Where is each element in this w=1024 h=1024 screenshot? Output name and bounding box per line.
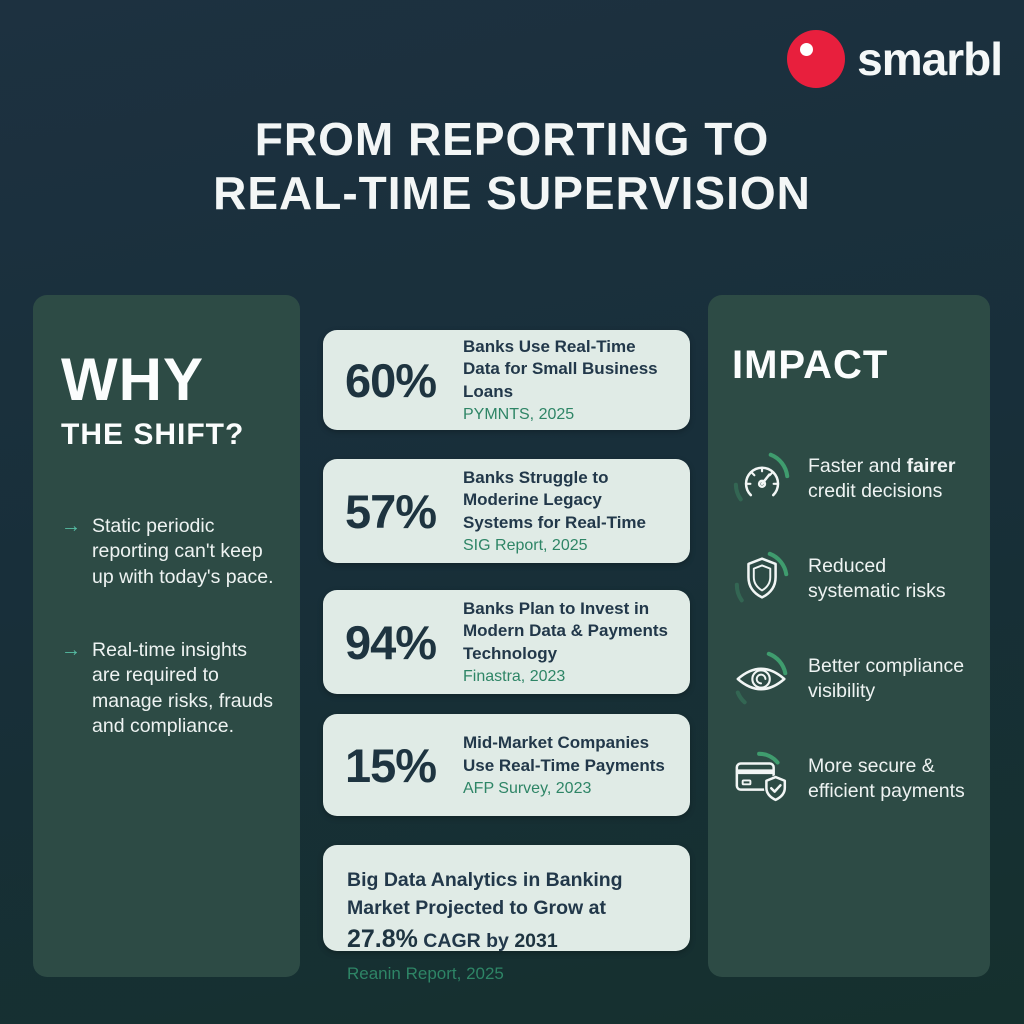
stat-source: SIG Report, 2025 [463, 537, 588, 555]
arrow-bullet-icon: → [61, 639, 81, 662]
stat-card: 60% Banks Use Real-Time Data for Small B… [323, 330, 690, 430]
speedometer-icon [733, 452, 790, 502]
stat-source: AFP Survey, 2023 [463, 779, 592, 797]
impact-item-text: Reduced systematic risks [808, 554, 946, 602]
highlight-text: Big Data Analytics in Banking Market Pro… [347, 867, 666, 958]
highlight-year: 2031 [514, 930, 558, 953]
impact-item-text: Faster and fairer credit decisions [808, 454, 970, 505]
impact-heading: IMPACT [732, 343, 889, 387]
card-check-icon [735, 751, 788, 803]
bullet-text: Real-time insights are required to manag… [92, 639, 273, 738]
list-item: More secure & efficient payments [732, 748, 970, 810]
highlight-source: Reanin Report, 2025 [347, 963, 504, 983]
stat-source: Finastra, 2023 [463, 668, 566, 686]
page-title: FROM REPORTING TO REAL-TIME SUPERVISION [0, 112, 1024, 221]
impact-text-bold: fairer [906, 454, 956, 477]
logo-dot-icon [787, 30, 846, 88]
list-item: Faster and fairer credit decisions [732, 448, 970, 510]
why-bullet-list: → Static periodic reporting can't keep u… [61, 514, 274, 739]
impact-text-part: credit decisions [808, 480, 943, 502]
stat-card: 94% Banks Plan to Invest in Modern Data … [323, 590, 690, 694]
why-heading: WHY [61, 346, 204, 413]
stat-value: 57% [345, 484, 437, 538]
stat-value: 60% [345, 353, 437, 407]
stat-label: Banks Struggle to Moderine Legacy System… [463, 467, 646, 532]
list-item: Better compliance visibility [732, 648, 970, 710]
impact-list: Faster and fairer credit decisions Reduc… [732, 448, 970, 810]
stat-label: Mid-Market Companies Use Real-Time Payme… [463, 733, 665, 775]
stat-label: Banks Plan to Invest in Modern Data & Pa… [463, 598, 668, 663]
highlight-text-before: Big Data Analytics in Banking Market Pro… [347, 869, 623, 919]
stat-value: 15% [345, 738, 437, 792]
stat-card: 57% Banks Struggle to Moderine Legacy Sy… [323, 459, 690, 563]
highlight-card: Big Data Analytics in Banking Market Pro… [323, 845, 690, 983]
stat-card: 15% Mid-Market Companies Use Real-Time P… [323, 714, 690, 816]
list-item: → Static periodic reporting can't keep u… [61, 514, 274, 590]
bullet-text: Static periodic reporting can't keep up … [92, 515, 274, 588]
stat-value: 94% [345, 615, 437, 669]
highlight-cagr-value: 27.8% [347, 925, 418, 954]
impact-item-text: Better compliance visibility [808, 654, 965, 702]
why-panel: WHY THE SHIFT? → Static periodic reporti… [33, 295, 300, 977]
shield-icon [734, 551, 789, 603]
eye-icon [735, 651, 788, 705]
page-title-line1: FROM REPORTING TO [254, 113, 770, 165]
list-item: → Real-time insights are required to man… [61, 638, 274, 739]
list-item: Reduced systematic risks [732, 548, 970, 610]
stat-label: Banks Use Real-Time Data for Small Busin… [463, 336, 658, 401]
logo-text: smarbl [857, 33, 1003, 85]
page-title-line2: REAL-TIME SUPERVISION [213, 167, 811, 220]
impact-item-text: More secure & efficient payments [808, 754, 965, 802]
stat-source: PYMNTS, 2025 [463, 406, 575, 424]
highlight-text-middle: CAGR by [417, 930, 515, 953]
impact-text-part: Faster and [808, 454, 907, 477]
brand-logo: smarbl [787, 30, 1003, 88]
why-subheading: THE SHIFT? [61, 418, 245, 451]
impact-panel: IMPACT Faster and fairer credit decision… [708, 295, 990, 977]
arrow-bullet-icon: → [61, 515, 81, 537]
